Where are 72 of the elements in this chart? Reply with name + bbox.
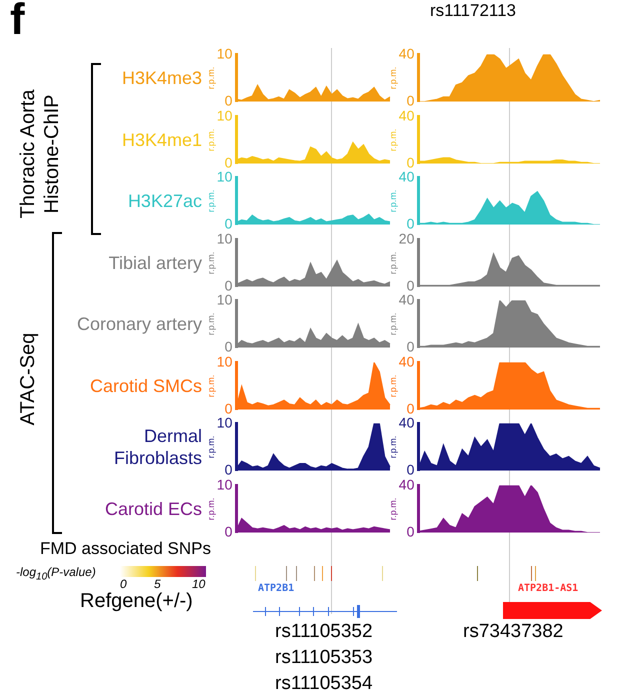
y-axis-title: r.p.m. (388, 312, 398, 336)
text: Thoracic Aorta Histone-ChIP (16, 88, 64, 220)
y-axis-title: r.p.m. (388, 190, 398, 212)
text: -log$_{10}$(P-value) (16, 565, 96, 582)
y-axis-title: r.p.m. (206, 312, 216, 336)
y-tick-label: 0 (224, 154, 233, 170)
y-axis-title: r.p.m. (206, 374, 216, 397)
y-axis-title: r.p.m. (388, 436, 398, 458)
y-tick-label: 10 (216, 476, 233, 492)
y-tick-label: 40 (398, 352, 415, 369)
text: Tibial artery (108, 252, 202, 274)
y-tick-label: 0 (224, 215, 233, 232)
text: rs11105354 (275, 673, 373, 695)
y-tick-label: 10 (216, 45, 233, 62)
y-tick-label: 0 (224, 400, 233, 416)
text: 0 (120, 577, 127, 592)
text: H3K4me3 (122, 67, 202, 89)
y-axis-title: r.p.m. (388, 497, 398, 520)
text: Carotid ECs (104, 498, 202, 520)
y-tick-label: 10 (216, 352, 233, 369)
y-tick-label: 10 (216, 230, 233, 246)
y-tick-label: 0 (406, 400, 415, 416)
text: f (10, 0, 25, 44)
text: Carotid SMCs (90, 374, 202, 396)
y-tick-label: 40 (398, 291, 415, 308)
text: ATP2B1-AS1 (518, 583, 578, 594)
text: 5 (154, 577, 161, 592)
y-axis-title: r.p.m. (206, 66, 216, 90)
text: Refgene(+/-) (80, 590, 193, 612)
text: ATP2B1 (258, 583, 294, 594)
y-axis-title: r.p.m. (206, 190, 216, 212)
y-tick-label: 0 (224, 338, 233, 354)
y-tick-label: 10 (216, 414, 233, 430)
y-tick-label: 0 (224, 522, 233, 539)
text: rs11105353 (275, 647, 373, 669)
y-tick-label: 0 (406, 338, 415, 354)
y-tick-label: 40 (398, 106, 415, 123)
y-tick-label: 10 (216, 168, 233, 184)
y-axis-title: r.p.m. (206, 436, 216, 458)
y-tick-label: 0 (224, 276, 233, 293)
text: Dermal Fibroblasts (112, 425, 202, 469)
y-tick-label: 10 (216, 106, 233, 123)
y-tick-label: 0 (406, 92, 415, 108)
text: Coronary artery (76, 313, 202, 335)
y-tick-label: 0 (406, 215, 415, 232)
y-tick-label: 0 (406, 461, 415, 478)
text: H3K4me1 (122, 128, 202, 150)
y-tick-label: 0 (406, 276, 415, 293)
text: 10 (192, 577, 206, 592)
y-axis-title: r.p.m. (388, 128, 398, 151)
y-axis-title: r.p.m. (388, 374, 398, 397)
y-tick-label: 40 (398, 476, 415, 492)
text: H3K27ac (128, 190, 202, 212)
y-tick-label: 20 (398, 230, 415, 246)
text: rs11172113 (430, 1, 516, 21)
y-axis-title: r.p.m. (388, 251, 398, 274)
y-tick-label: 0 (224, 92, 233, 108)
y-tick-label: 0 (224, 461, 233, 478)
y-axis-title: r.p.m. (388, 66, 398, 90)
y-tick-label: 0 (406, 522, 415, 539)
y-axis-title: r.p.m. (206, 251, 216, 274)
text: rs73437382 (463, 621, 564, 643)
text: rs11105352 (275, 621, 373, 643)
y-tick-label: 10 (216, 291, 233, 308)
y-axis-title: r.p.m. (206, 128, 216, 151)
y-tick-label: 0 (406, 154, 415, 170)
y-tick-label: 40 (398, 45, 415, 62)
y-axis-title: r.p.m. (206, 497, 216, 520)
y-tick-label: 40 (398, 168, 415, 184)
text: FMD associated SNPs (40, 539, 211, 559)
y-tick-label: 40 (398, 414, 415, 430)
text: ATAC-Seq (17, 332, 39, 428)
